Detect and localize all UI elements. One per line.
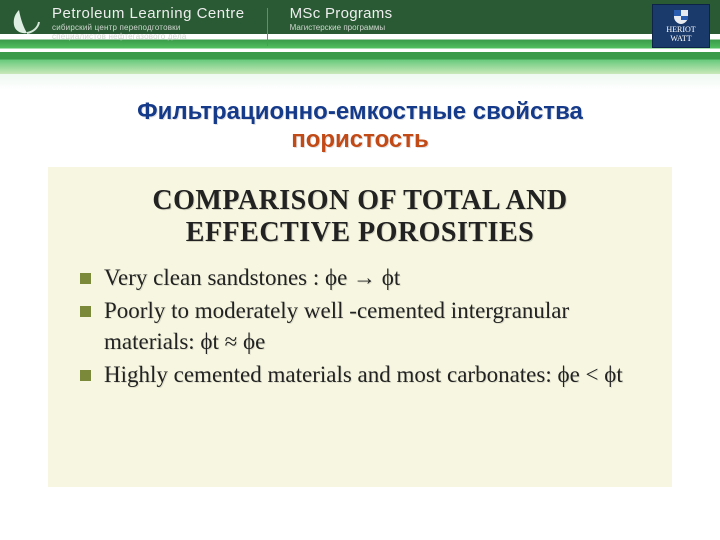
list-item: Highly cemented materials and most carbo… [76, 359, 650, 390]
russian-title-line-1: Фильтрационно-емкостные свойства [48, 98, 672, 126]
russian-title: Фильтрационно-емкостные свойства пористо… [48, 98, 672, 153]
heriot-watt-badge: HERIOT WATT [652, 4, 710, 48]
russian-title-line-2: пористость [48, 126, 672, 154]
list-item: Very clean sandstones : ϕe → ϕt [76, 262, 650, 293]
slide-header: Petroleum Learning Centre сибирский цент… [0, 0, 720, 90]
bullet-text: Poorly to moderately well -cemented inte… [104, 298, 569, 354]
panel-title-line-1: COMPARISON OF TOTAL AND [152, 185, 567, 216]
header-divider [267, 8, 268, 46]
plc-text-block: Petroleum Learning Centre сибирский цент… [52, 6, 245, 42]
list-item: Poorly to moderately well -cemented inte… [76, 295, 650, 357]
plc-title: Petroleum Learning Centre [52, 6, 245, 23]
msc-text-block: MSc Programs Магистерские программы [290, 6, 393, 32]
msc-title: MSc Programs [290, 6, 393, 23]
petroleum-drop-icon [10, 8, 44, 36]
bullet-text: Very clean sandstones : ϕe → ϕt [104, 265, 400, 290]
plc-sub-2: специалистов нефтегазового дела [52, 33, 245, 42]
slide-content: Фильтрационно-емкостные свойства пористо… [0, 90, 720, 487]
header-left: Petroleum Learning Centre сибирский цент… [10, 6, 392, 46]
msc-sub: Магистерские программы [290, 24, 393, 33]
content-panel: COMPARISON OF TOTAL AND EFFECTIVE POROSI… [48, 167, 672, 487]
panel-title: COMPARISON OF TOTAL AND EFFECTIVE POROSI… [70, 185, 650, 249]
shield-icon [672, 9, 690, 25]
bullet-list: Very clean sandstones : ϕe → ϕt Poorly t… [70, 262, 650, 390]
hw-text-2: WATT [670, 35, 691, 43]
panel-title-line-2: EFFECTIVE POROSITIES [186, 217, 534, 248]
bullet-text: Highly cemented materials and most carbo… [104, 362, 623, 387]
plc-sub-1: сибирский центр переподготовки [52, 24, 245, 33]
